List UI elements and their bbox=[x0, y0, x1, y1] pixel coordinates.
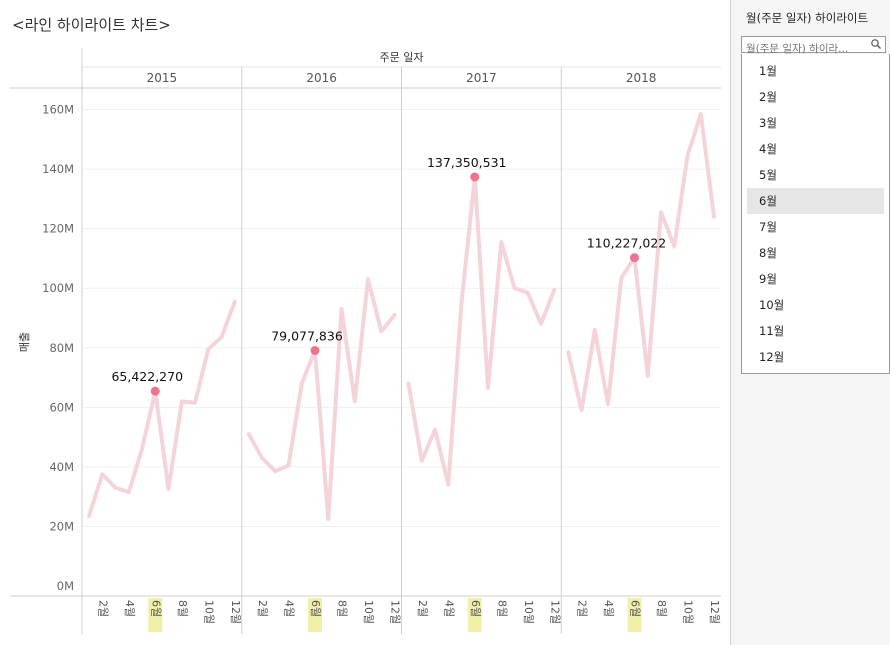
highlight-band bbox=[148, 598, 163, 632]
x-tick-label: 6월 bbox=[309, 600, 322, 617]
highlight-band bbox=[627, 598, 642, 632]
month-option[interactable]: 9월 bbox=[759, 272, 777, 286]
y-tick-label: 160M bbox=[42, 103, 74, 117]
highlight-band bbox=[467, 598, 482, 632]
month-option[interactable]: 6월 bbox=[747, 188, 884, 214]
x-tick-label: 2월 bbox=[96, 600, 109, 617]
highlight-point bbox=[470, 172, 480, 182]
chart-title: <라인 하이라이트 차트> bbox=[12, 16, 171, 34]
filter-search-input[interactable] bbox=[742, 41, 868, 57]
highlight-band bbox=[308, 598, 322, 632]
y-tick-label: 20M bbox=[49, 519, 74, 533]
year-header: 2015 bbox=[147, 71, 178, 85]
x-tick-label: 12월 bbox=[708, 600, 721, 624]
year-header: 2017 bbox=[466, 71, 497, 85]
y-tick-label: 100M bbox=[42, 281, 74, 295]
x-tick-label: 2월 bbox=[256, 600, 269, 617]
y-tick-label: 140M bbox=[42, 162, 74, 176]
data-label: 65,422,270 bbox=[111, 369, 183, 384]
y-axis-label: 매출 bbox=[18, 332, 31, 352]
x-tick-label: 12월 bbox=[229, 600, 242, 624]
x-tick-label: 10월 bbox=[362, 600, 375, 624]
series-line-2017 bbox=[406, 175, 557, 487]
x-tick-label: 4월 bbox=[123, 600, 136, 617]
filter-search-box[interactable] bbox=[741, 36, 886, 57]
x-tick-label: 10월 bbox=[682, 600, 695, 624]
month-option[interactable]: 10월 bbox=[759, 298, 785, 312]
x-tick-label: 6월 bbox=[469, 600, 482, 617]
line-highlight-chart: 주문 일자 0M 20M 40M 60M 80M 100M 120M 140M 160M 매출 201… bbox=[10, 48, 721, 634]
x-tick-label: 6월 bbox=[149, 600, 162, 617]
month-option[interactable]: 11월 bbox=[759, 324, 785, 338]
data-label: 110,227,022 bbox=[587, 236, 667, 251]
month-option[interactable]: 4월 bbox=[759, 142, 777, 156]
month-option[interactable]: 1월 bbox=[759, 64, 777, 78]
filter-title: 월(주문 일자) 하이라이트 bbox=[746, 11, 869, 25]
highlight-point bbox=[630, 253, 639, 263]
x-tick-label: 8월 bbox=[655, 600, 668, 617]
data-label: 137,350,531 bbox=[427, 155, 507, 170]
year-header: 2018 bbox=[626, 71, 657, 85]
x-tick-label: 6월 bbox=[629, 600, 642, 617]
x-tick-label: 8월 bbox=[495, 600, 508, 617]
x-tick-label: 12월 bbox=[389, 600, 402, 624]
highlight-point bbox=[310, 345, 320, 355]
column-header: 주문 일자 bbox=[380, 50, 424, 64]
series-line-2015 bbox=[87, 299, 237, 518]
x-tick-label: 12월 bbox=[548, 600, 561, 624]
month-option[interactable]: 2월 bbox=[759, 90, 777, 104]
x-tick-label: 8월 bbox=[176, 600, 189, 617]
x-tick-label: 4월 bbox=[602, 600, 615, 617]
year-header: 2016 bbox=[306, 71, 337, 85]
month-option[interactable]: 12월 bbox=[759, 350, 785, 364]
y-tick-label: 120M bbox=[42, 222, 74, 236]
series-line-2016 bbox=[246, 277, 397, 521]
x-tick-label: 8월 bbox=[336, 600, 349, 617]
search-icon[interactable] bbox=[870, 38, 882, 50]
month-option[interactable]: 8월 bbox=[759, 246, 777, 260]
x-tick-label: 2월 bbox=[416, 600, 429, 617]
filter-panel: 월(주문 일자) 하이라이트 1월2월3월4월5월6월7월8월9월10월11월1… bbox=[732, 0, 890, 645]
data-label: 79,077,836 bbox=[271, 328, 343, 343]
month-filter-list: 1월 2월 3월 4월 5월 6월 7월 8월 9월 10월 11월 12월 bbox=[741, 54, 890, 374]
x-tick-label: 10월 bbox=[202, 600, 215, 624]
month-option[interactable]: 7월 bbox=[759, 220, 777, 234]
y-tick-label: 80M bbox=[49, 341, 74, 355]
x-tick-label: 4월 bbox=[442, 600, 455, 617]
highlight-point bbox=[150, 386, 160, 396]
y-tick-label: 60M bbox=[49, 400, 74, 414]
x-tick-label: 4월 bbox=[283, 600, 296, 617]
series-line-2018 bbox=[566, 112, 716, 413]
x-tick-label: 10월 bbox=[522, 600, 535, 624]
chart-panel: 주문 일자 0M 20M 40M 60M 80M 100M 120M 140M 160M 매출 201… bbox=[10, 0, 731, 645]
month-option[interactable]: 5월 bbox=[759, 168, 777, 182]
x-tick-label: 2월 bbox=[576, 600, 589, 617]
month-option[interactable]: 3월 bbox=[759, 116, 777, 130]
y-tick-label: 40M bbox=[49, 460, 74, 474]
y-tick-label: 0M bbox=[57, 579, 74, 593]
